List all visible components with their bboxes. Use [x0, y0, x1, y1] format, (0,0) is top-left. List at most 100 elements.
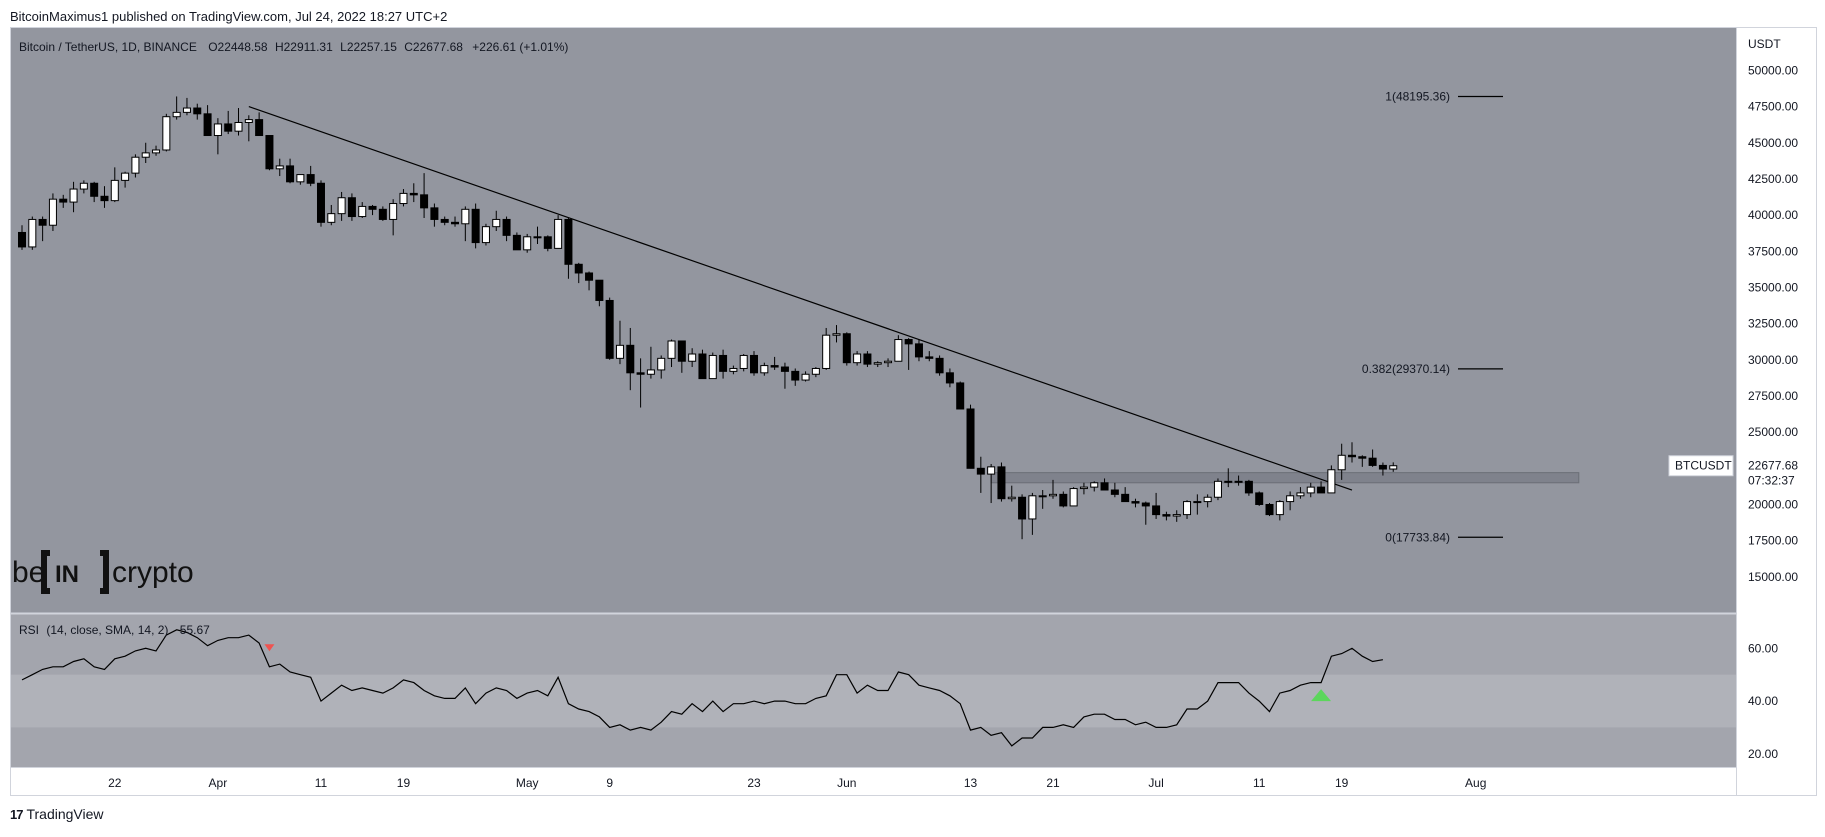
- candle-down: [409, 192, 418, 196]
- candle-down: [1358, 456, 1367, 459]
- rsi-legend[interactable]: RSI (14, close, SMA, 14, 2) 55.67: [19, 623, 210, 637]
- rsi-value: 55.67: [180, 623, 210, 637]
- candle-up: [801, 373, 810, 381]
- price-axis-background: [1737, 27, 1817, 767]
- price-axis-unit: USDT: [1748, 37, 1781, 51]
- candle-down: [316, 182, 325, 223]
- candle-up: [1172, 514, 1181, 517]
- candle-down: [914, 343, 923, 358]
- rsi-tick-label: 60.00: [1748, 641, 1778, 655]
- candle-up: [884, 360, 893, 364]
- candle-down: [791, 370, 800, 381]
- price-tick-label: 47500.00: [1748, 100, 1798, 114]
- price-tick-label: 15000.00: [1748, 570, 1798, 584]
- candle-down: [100, 195, 109, 202]
- candle-up: [1224, 480, 1233, 483]
- candle-up: [28, 218, 37, 248]
- logo-left: be: [12, 556, 45, 589]
- candle-up: [523, 236, 532, 251]
- candle-up: [657, 357, 666, 371]
- price-tick-label: 35000.00: [1748, 280, 1798, 294]
- candle-up: [811, 367, 820, 375]
- candle-down: [255, 119, 264, 137]
- price-tick-label: 37500.00: [1748, 244, 1798, 258]
- candle-up: [739, 354, 748, 369]
- candle-up: [213, 123, 222, 137]
- candle-down: [543, 236, 552, 249]
- time-axis[interactable]: 22 Apr 11 19 May 9 23 Jun 13 21 Jul 11 19 Aug: [108, 776, 1486, 790]
- candle-up: [1389, 465, 1398, 470]
- candle-down: [193, 107, 202, 115]
- last-price-tags: BTCUSDT 22677.68 07:32:37: [1668, 455, 1816, 490]
- close-label: C: [404, 40, 413, 54]
- symbol-tag: [1668, 455, 1734, 477]
- tradingview-logo-icon: 17: [10, 806, 24, 822]
- candle-down: [378, 208, 387, 220]
- candle-down: [1018, 496, 1027, 520]
- price-tick-label: 40000.00: [1748, 208, 1798, 222]
- candle-up: [69, 188, 78, 203]
- candle-down: [430, 207, 439, 220]
- candle-up: [1327, 469, 1336, 494]
- candle-down: [1121, 493, 1130, 503]
- descending-trendline: [248, 106, 1353, 491]
- candle-down: [904, 339, 913, 345]
- fib-level-label: 0.382(29370.14): [1362, 362, 1450, 376]
- candle-up: [667, 340, 676, 359]
- legend-line[interactable]: Bitcoin / TetherUS, 1D, BINANCE O22448.5…: [19, 40, 568, 54]
- candle-up: [162, 116, 171, 151]
- candle-down: [90, 182, 99, 197]
- price-tick-label: 30000.00: [1748, 353, 1798, 367]
- time-tick-label: Jul: [1148, 776, 1163, 790]
- low-value: 22257.15: [347, 40, 397, 54]
- time-tick-label: May: [516, 776, 539, 790]
- candle-down: [925, 356, 934, 359]
- candle-up: [275, 165, 284, 170]
- candle-down: [842, 333, 851, 364]
- logo-right: crypto: [112, 556, 194, 589]
- candle-up: [1337, 454, 1346, 471]
- candle-down: [265, 135, 274, 170]
- candle-up: [1038, 495, 1047, 498]
- change-value: +226.61 (+1.01%): [472, 40, 568, 54]
- candle-down: [719, 354, 728, 372]
- candle-up: [1069, 488, 1078, 507]
- candle-down: [1131, 501, 1140, 504]
- high-label: H: [275, 40, 284, 54]
- candle-up: [853, 353, 862, 364]
- candle-down: [636, 372, 645, 375]
- candle-up: [646, 369, 655, 375]
- candle-down: [451, 221, 460, 225]
- candle-down: [502, 218, 511, 236]
- price-tick-label: 45000.00: [1748, 136, 1798, 150]
- rsi-layer: [21, 629, 1384, 747]
- candle-up: [873, 362, 882, 365]
- candle-up: [182, 107, 191, 113]
- candle-down: [1141, 502, 1150, 507]
- rsi-axis[interactable]: 20.00 40.00 60.00: [1748, 641, 1778, 761]
- time-tick-label: Aug: [1465, 776, 1486, 790]
- price-tag-value: 22677.68: [1748, 459, 1798, 473]
- candle-up: [110, 179, 119, 202]
- candle-down: [677, 340, 686, 362]
- candle-up: [121, 172, 130, 181]
- candle-up: [1286, 495, 1295, 503]
- logo-middle: IN: [55, 561, 79, 588]
- candle-down: [605, 299, 614, 359]
- logo-bracket-left: [41, 550, 50, 594]
- candle-up: [1049, 493, 1057, 497]
- candle-down: [1059, 493, 1068, 507]
- candle-up: [533, 236, 542, 239]
- symbol-name: Bitcoin / TetherUS, 1D, BINANCE: [19, 40, 197, 54]
- candle-up: [461, 208, 470, 225]
- candle-up: [234, 121, 243, 132]
- fib-level-label: 1(48195.36): [1385, 90, 1450, 104]
- becrypto-logo: be IN crypto: [12, 550, 194, 594]
- candle-up: [131, 156, 140, 174]
- price-tick-label: 17500.00: [1748, 534, 1798, 548]
- candle-down: [1162, 514, 1171, 517]
- candle-down: [1317, 486, 1326, 494]
- candle-up: [1183, 501, 1192, 516]
- price-tag-countdown: 07:32:37: [1748, 474, 1795, 488]
